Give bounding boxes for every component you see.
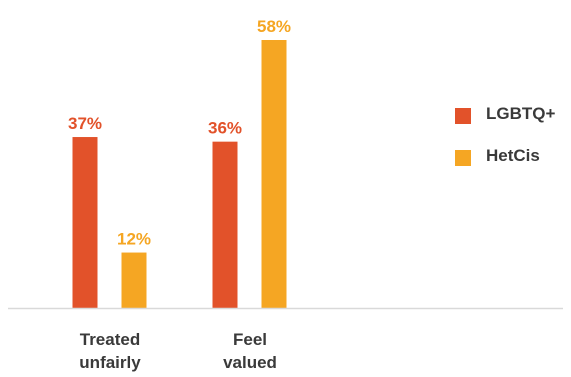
bar <box>72 137 98 308</box>
category-labels-layer: Treated unfairly Feel valued <box>79 330 277 372</box>
data-label: 36% <box>208 119 242 138</box>
category-label-line: unfairly <box>79 353 141 372</box>
data-label: 12% <box>117 230 151 249</box>
data-label: 37% <box>68 114 102 133</box>
legend-item: HetCis <box>455 146 540 166</box>
category-label: Treated unfairly <box>79 330 141 372</box>
bar <box>261 40 287 308</box>
bar <box>212 141 238 308</box>
category-label-line: valued <box>223 353 277 372</box>
legend-swatch <box>455 108 471 124</box>
bars-layer <box>72 40 287 308</box>
category-label-line: Treated <box>80 330 140 349</box>
category-label-line: Feel <box>233 330 267 349</box>
legend-label: LGBTQ+ <box>486 104 555 123</box>
bar <box>121 252 147 308</box>
legend-item: LGBTQ+ <box>455 104 555 124</box>
category-label: Feel valued <box>223 330 277 372</box>
legend-label: HetCis <box>486 146 540 165</box>
data-label: 58% <box>257 17 291 36</box>
data-labels-layer: 37% 36% 12% 58% <box>68 17 291 249</box>
legend-swatch <box>455 150 471 166</box>
legend: LGBTQ+ HetCis <box>455 104 555 166</box>
